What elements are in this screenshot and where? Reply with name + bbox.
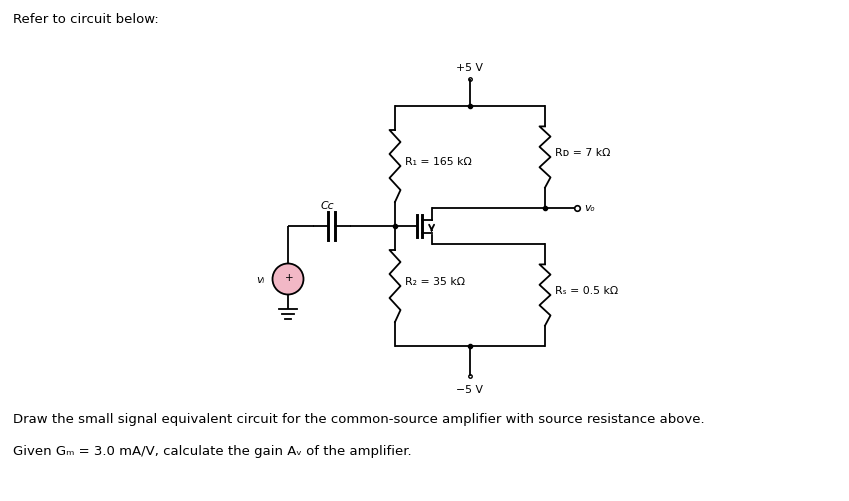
Text: −5 V: −5 V [457,384,483,394]
Circle shape [273,264,303,295]
Text: +5 V: +5 V [457,63,483,73]
Text: Refer to circuit below:: Refer to circuit below: [13,14,159,27]
Text: Rₛ = 0.5 kΩ: Rₛ = 0.5 kΩ [555,286,618,296]
Text: vₒ: vₒ [584,202,595,212]
Text: R₁ = 165 kΩ: R₁ = 165 kΩ [405,157,472,167]
Text: Given Gₘ = 3.0 mA/V, calculate the gain Aᵥ of the amplifier.: Given Gₘ = 3.0 mA/V, calculate the gain … [13,444,412,457]
Text: vᵢ: vᵢ [256,275,265,285]
Text: Rᴅ = 7 kΩ: Rᴅ = 7 kΩ [555,148,610,158]
Text: +: + [284,273,293,283]
Text: Cᴄ: Cᴄ [320,200,334,210]
Text: R₂ = 35 kΩ: R₂ = 35 kΩ [405,277,465,287]
Text: Draw the small signal equivalent circuit for the common-source amplifier with so: Draw the small signal equivalent circuit… [13,413,705,426]
